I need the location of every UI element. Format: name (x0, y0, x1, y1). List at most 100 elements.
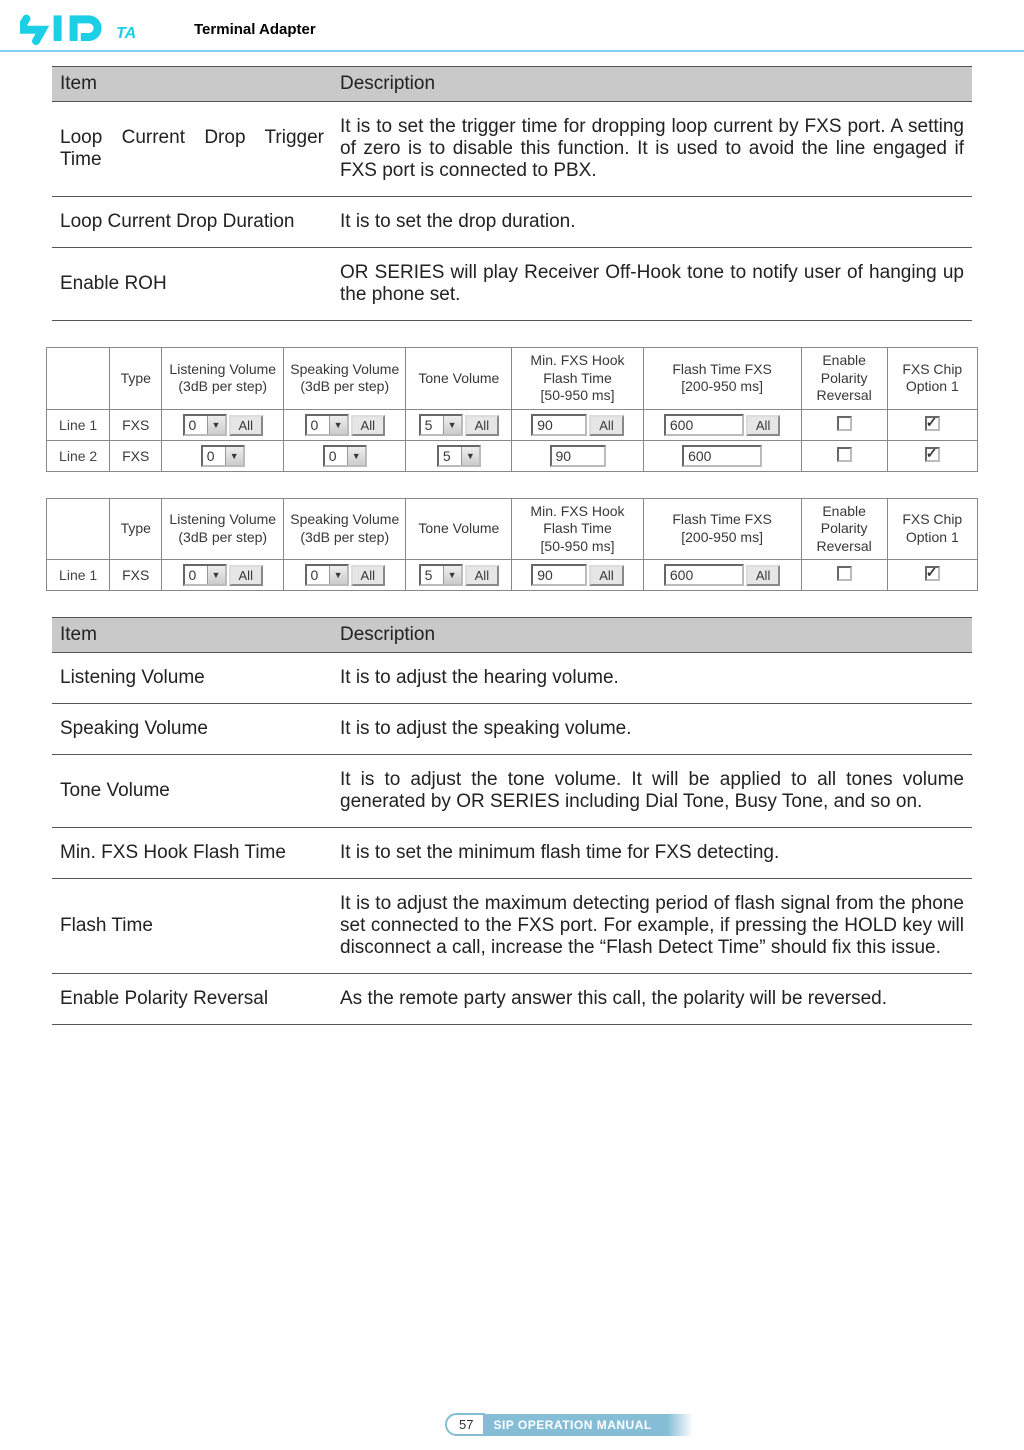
table-row: Loop Current Drop DurationIt is to set t… (52, 197, 972, 248)
desc-cell: It is to set the minimum flash time for … (332, 828, 972, 879)
text-cell: 600 (643, 440, 801, 471)
col-header-desc: Description (332, 67, 972, 102)
select-cell: 5▼All (406, 560, 512, 591)
chip-checkbox[interactable] (925, 447, 940, 462)
all-button[interactable]: All (465, 415, 499, 436)
cfg-b-col-5: Min. FXS Hook Flash Time [50-950 ms] (512, 498, 643, 560)
desc-cell: It is to adjust the maximum detecting pe… (332, 879, 972, 974)
text-cell: 90 (512, 440, 643, 471)
desc-cell: It is to set the trigger time for droppi… (332, 102, 972, 197)
table-row: Line 1FXS0▼All0▼All5▼All90All600All (47, 560, 978, 591)
all-button[interactable]: All (465, 565, 499, 586)
header-label: Terminal Adapter (194, 21, 316, 38)
page-footer: 57 SIP OPERATION MANUAL (445, 1413, 692, 1436)
cfg-b-col-1: Type (110, 498, 162, 560)
check-cell (801, 560, 887, 591)
volume-select[interactable]: 0▼ (323, 445, 367, 467)
text-cell: 90All (512, 560, 643, 591)
text-input[interactable]: 90 (550, 445, 606, 467)
page-header: TA Terminal Adapter (0, 0, 1024, 52)
type-cell: FXS (110, 409, 162, 440)
volume-select[interactable]: 0▼ (183, 564, 227, 586)
item-cell: Enable ROH (52, 248, 332, 321)
cfg-a-col-3: Speaking Volume (3dB per step) (284, 348, 406, 410)
item-cell: Min. FXS Hook Flash Time (52, 828, 332, 879)
polarity-checkbox[interactable] (837, 566, 852, 581)
config-table-a: TypeListening Volume (3dB per step)Speak… (46, 347, 978, 472)
col-header-desc: Description (332, 618, 972, 653)
volume-select[interactable]: 0▼ (305, 414, 349, 436)
text-input[interactable]: 90 (531, 564, 587, 586)
chevron-down-icon: ▼ (207, 416, 225, 434)
volume-select[interactable]: 5▼ (419, 414, 463, 436)
item-cell: Speaking Volume (52, 704, 332, 755)
table-row: Flash TimeIt is to adjust the maximum de… (52, 879, 972, 974)
volume-select[interactable]: 0▼ (201, 445, 245, 467)
table-row: Speaking VolumeIt is to adjust the speak… (52, 704, 972, 755)
all-button[interactable]: All (589, 415, 623, 436)
cfg-a-col-1: Type (110, 348, 162, 410)
select-cell: 0▼All (162, 560, 284, 591)
table-row: Loop Current Drop Trigger TimeIt is to s… (52, 102, 972, 197)
check-cell (801, 409, 887, 440)
item-cell: Tone Volume (52, 755, 332, 828)
all-button[interactable]: All (351, 415, 385, 436)
chip-checkbox[interactable] (925, 416, 940, 431)
volume-select[interactable]: 0▼ (183, 414, 227, 436)
text-cell: 90All (512, 409, 643, 440)
select-cell: 0▼ (162, 440, 284, 471)
description-table-2: Item Description Listening VolumeIt is t… (52, 617, 972, 1025)
cfg-b-col-0 (47, 498, 110, 560)
row-label: Line 1 (47, 409, 110, 440)
text-input[interactable]: 90 (531, 414, 587, 436)
description-table-1: Item Description Loop Current Drop Trigg… (52, 66, 972, 321)
check-cell (801, 440, 887, 471)
chip-checkbox[interactable] (925, 566, 940, 581)
item-cell: Loop Current Drop Trigger Time (52, 102, 332, 197)
cfg-b-col-2: Listening Volume (3dB per step) (162, 498, 284, 560)
all-button[interactable]: All (229, 415, 263, 436)
all-button[interactable]: All (746, 565, 780, 586)
cfg-a-col-0 (47, 348, 110, 410)
all-button[interactable]: All (229, 565, 263, 586)
table-row: Tone VolumeIt is to adjust the tone volu… (52, 755, 972, 828)
text-input[interactable]: 600 (664, 564, 744, 586)
text-input[interactable]: 600 (682, 445, 762, 467)
cfg-b-col-7: Enable Polarity Reversal (801, 498, 887, 560)
all-button[interactable]: All (351, 565, 385, 586)
text-input[interactable]: 600 (664, 414, 744, 436)
item-cell: Enable Polarity Reversal (52, 974, 332, 1025)
check-cell (887, 560, 977, 591)
select-cell: 0▼All (162, 409, 284, 440)
table-row: Enable ROHOR SERIES will play Receiver O… (52, 248, 972, 321)
volume-select[interactable]: 0▼ (305, 564, 349, 586)
text-cell: 600All (643, 560, 801, 591)
table-row: Enable Polarity ReversalAs the remote pa… (52, 974, 972, 1025)
logo-icon: TA (20, 12, 180, 46)
all-button[interactable]: All (589, 565, 623, 586)
chevron-down-icon: ▼ (347, 447, 365, 465)
type-cell: FXS (110, 440, 162, 471)
select-cell: 5▼ (406, 440, 512, 471)
row-label: Line 2 (47, 440, 110, 471)
volume-select[interactable]: 5▼ (419, 564, 463, 586)
item-cell: Listening Volume (52, 653, 332, 704)
cfg-b-col-3: Speaking Volume (3dB per step) (284, 498, 406, 560)
check-cell (887, 409, 977, 440)
chevron-down-icon: ▼ (207, 566, 225, 584)
desc-cell: It is to adjust the speaking volume. (332, 704, 972, 755)
item-cell: Loop Current Drop Duration (52, 197, 332, 248)
table-row: Min. FXS Hook Flash TimeIt is to set the… (52, 828, 972, 879)
polarity-checkbox[interactable] (837, 447, 852, 462)
cfg-a-col-2: Listening Volume (3dB per step) (162, 348, 284, 410)
select-cell: 5▼All (406, 409, 512, 440)
chevron-down-icon: ▼ (461, 447, 479, 465)
polarity-checkbox[interactable] (837, 416, 852, 431)
all-button[interactable]: All (746, 415, 780, 436)
cfg-b-col-4: Tone Volume (406, 498, 512, 560)
cfg-b-col-8: FXS Chip Option 1 (887, 498, 977, 560)
desc-cell: It is to set the drop duration. (332, 197, 972, 248)
select-cell: 0▼All (284, 409, 406, 440)
volume-select[interactable]: 5▼ (437, 445, 481, 467)
cfg-a-col-7: Enable Polarity Reversal (801, 348, 887, 410)
